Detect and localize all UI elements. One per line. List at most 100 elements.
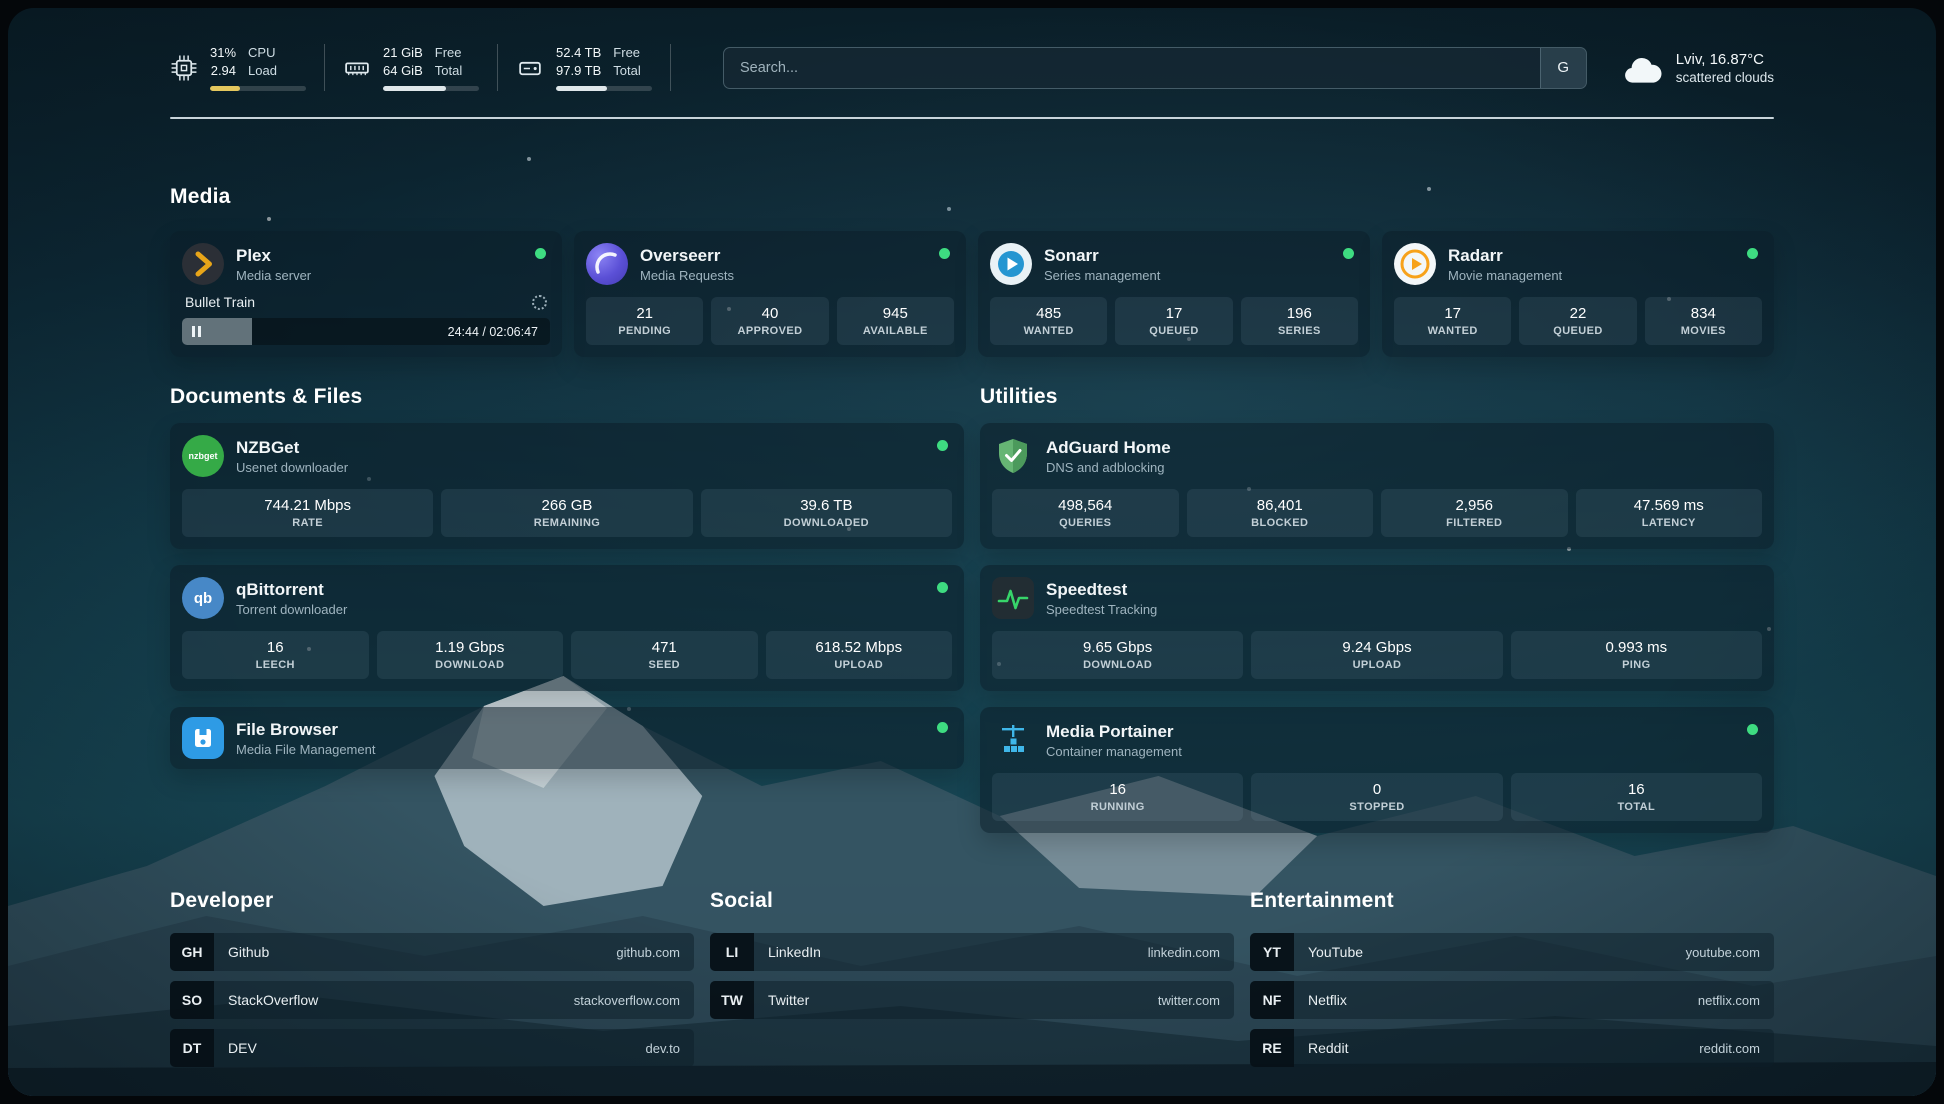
stat-value: 266 GB <box>541 497 593 515</box>
stat-tile: 22 QUEUED <box>1519 297 1637 346</box>
bookmark-github[interactable]: GH Github github.com <box>170 933 694 972</box>
cpu-load-label: Load <box>248 63 277 79</box>
bookmark-stackoverflow[interactable]: SO StackOverflow stackoverflow.com <box>170 981 694 1020</box>
drive-icon <box>519 61 541 75</box>
stat-tile: 39.6 TB DOWNLOADED <box>700 489 952 538</box>
stat-label: QUEUED <box>1149 325 1199 338</box>
stat-tile: 9.65 Gbps DOWNLOAD <box>992 631 1244 680</box>
cpu-usage-bar <box>210 86 306 92</box>
ram-usage-fill <box>383 86 447 92</box>
stat-tile: 471 SEED <box>571 631 758 680</box>
bookmark-name: LinkedIn <box>768 944 821 961</box>
bookmark-abbr: TW <box>710 981 754 1020</box>
stat-label: FILTERED <box>1446 517 1503 530</box>
ram-total: 64 GiB <box>383 63 423 79</box>
bookmark-abbr: DT <box>170 1029 214 1068</box>
stat-label: QUEUED <box>1553 325 1603 338</box>
bookmark-reddit[interactable]: RE Reddit reddit.com <box>1250 1029 1774 1068</box>
app-card-filebrowser[interactable]: File Browser Media File Management <box>170 707 964 770</box>
app-card-adguard[interactable]: AdGuard Home DNS and adblocking 498,564 … <box>980 423 1774 550</box>
app-card-speedtest[interactable]: Speedtest Speedtest Tracking 9.65 Gbps D… <box>980 565 1774 692</box>
stat-tile: 16 LEECH <box>182 631 369 680</box>
speedtest-icon <box>992 577 1034 620</box>
radarr-icon <box>1394 243 1436 286</box>
app-name: Media Portainer <box>1046 721 1174 741</box>
disk-usage-bar <box>556 86 652 92</box>
utilities-column: Utilities <box>980 385 1774 834</box>
app-card-sonarr[interactable]: Sonarr Series management 485 WANTED 17 Q… <box>978 231 1370 358</box>
documents-column: Documents & Files nzbget NZBGet Usenet d… <box>170 385 964 833</box>
app-card-radarr[interactable]: Radarr Movie management 17 WANTED 22 QUE… <box>1382 231 1774 358</box>
cpu-stat: 31% 2.94 CPU Load <box>170 44 325 92</box>
qbittorrent-icon-text: qb <box>193 589 213 607</box>
stat-value: 16 <box>1627 781 1645 799</box>
disk-usage-fill <box>556 86 607 92</box>
stat-label: STOPPED <box>1349 801 1405 814</box>
app-name: Radarr <box>1448 245 1503 265</box>
bookmark-netflix[interactable]: NF Netflix netflix.com <box>1250 981 1774 1020</box>
search-input[interactable] <box>724 47 1540 88</box>
status-dot <box>1747 248 1758 260</box>
app-card-qbittorrent[interactable]: qb qBittorrent Torrent downloader 16 <box>170 565 964 692</box>
bookmark-url: youtube.com <box>1685 944 1760 960</box>
app-card-plex[interactable]: Plex Media server Bullet Train 24:44 / 0… <box>170 231 562 358</box>
bookmark-dev[interactable]: DT DEV dev.to <box>170 1029 694 1068</box>
nzbget-icon-text: nzbget <box>188 451 218 462</box>
app-subtitle: Usenet downloader <box>236 459 349 475</box>
search-bar: G <box>723 46 1587 89</box>
stat-value: 1.19 Gbps <box>435 639 505 657</box>
bookmark-twitter[interactable]: TW Twitter twitter.com <box>710 981 1234 1020</box>
bookmark-youtube[interactable]: YT YouTube youtube.com <box>1250 933 1774 972</box>
app-name: Overseerr <box>640 245 721 265</box>
cpu-load-avg: 2.94 <box>210 63 237 79</box>
memory-icon <box>345 62 369 75</box>
status-dot <box>937 582 948 594</box>
stat-value: 945 <box>882 305 908 323</box>
cpu-percent: 31% <box>210 45 237 60</box>
stat-tile: 834 MOVIES <box>1644 297 1762 346</box>
app-subtitle: Media server <box>236 267 312 283</box>
disk-free-label: Free <box>613 45 641 60</box>
qbittorrent-icon: qb <box>182 577 224 620</box>
search-engine-button[interactable]: G <box>1539 47 1586 88</box>
app-card-nzbget[interactable]: nzbget NZBGet Usenet downloader 744.21 M… <box>170 423 964 550</box>
app-card-portainer[interactable]: Media Portainer Container management 16 … <box>980 707 1774 834</box>
stat-tile: 2,956 FILTERED <box>1381 489 1568 538</box>
bookmark-linkedin[interactable]: LI LinkedIn linkedin.com <box>710 933 1234 972</box>
pause-icon[interactable] <box>192 326 201 338</box>
app-subtitle: Media File Management <box>236 741 376 757</box>
portainer-icon <box>992 719 1034 761</box>
stat-value: 834 <box>1690 305 1716 323</box>
plex-icon <box>182 243 224 286</box>
ram-stat: 21 GiB 64 GiB Free Total <box>343 44 498 92</box>
app-name: File Browser <box>236 719 339 739</box>
playback-progress-bar[interactable]: 24:44 / 02:06:47 <box>182 318 550 346</box>
stat-tile: 40 APPROVED <box>711 297 829 346</box>
stat-label: DOWNLOADED <box>783 517 869 530</box>
app-card-overseerr[interactable]: Overseerr Media Requests 21 PENDING 40 A… <box>574 231 966 358</box>
stat-tile: 618.52 Mbps UPLOAD <box>765 631 952 680</box>
status-dot <box>1343 248 1354 260</box>
gear-icon[interactable] <box>532 294 547 310</box>
overseerr-icon <box>586 243 628 286</box>
stat-tile: 17 WANTED <box>1394 297 1512 346</box>
stat-label: SERIES <box>1277 325 1321 338</box>
ram-free: 21 GiB <box>383 45 423 60</box>
bookmark-url: dev.to <box>645 1040 680 1056</box>
bookmark-abbr: SO <box>170 981 214 1020</box>
stat-label: UPLOAD <box>1352 659 1402 672</box>
stat-tile: 485 WANTED <box>990 297 1108 346</box>
stat-value: 471 <box>651 639 677 657</box>
app-subtitle: Speedtest Tracking <box>1046 601 1158 617</box>
stat-value: 39.6 TB <box>800 497 853 515</box>
stat-tile: 744.21 Mbps RATE <box>182 489 434 538</box>
social-column: Social LI LinkedIn linkedin.com TW Twitt… <box>710 889 1234 1067</box>
stat-label: PING <box>1622 659 1651 672</box>
stat-value: 485 <box>1036 305 1062 323</box>
stat-value: 86,401 <box>1256 497 1303 515</box>
cloud-icon <box>1624 57 1662 83</box>
stat-tile: 0.993 ms PING <box>1510 631 1762 680</box>
section-title-utilities: Utilities <box>980 385 1058 409</box>
status-dot <box>939 248 950 260</box>
section-title-media: Media <box>170 185 231 209</box>
